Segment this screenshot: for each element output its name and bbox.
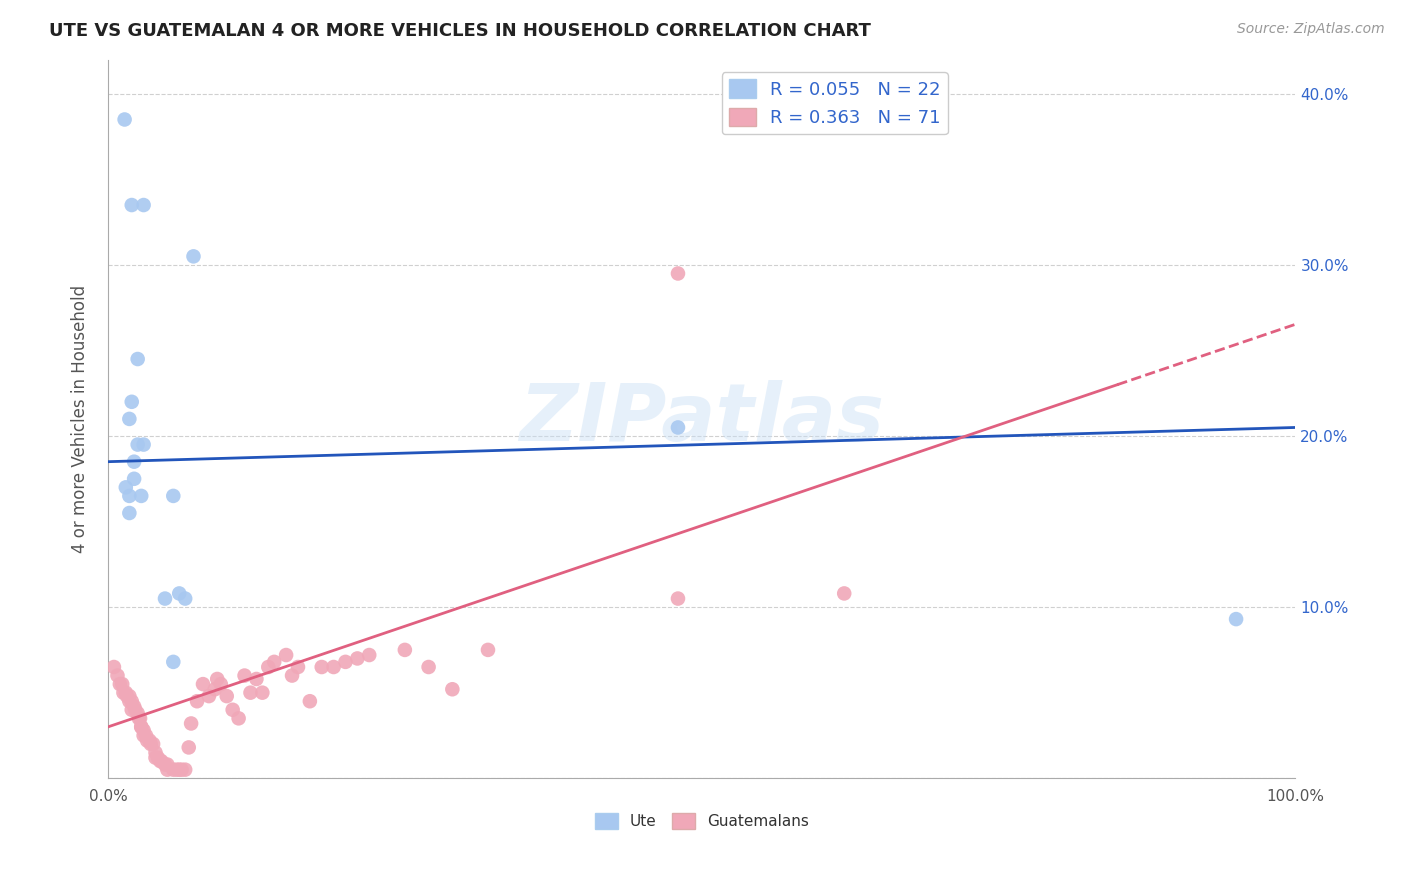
Point <box>666 591 689 606</box>
Point <box>239 686 262 700</box>
Point <box>174 591 197 606</box>
Point <box>162 763 184 777</box>
Point <box>128 711 150 725</box>
Point <box>167 763 190 777</box>
Legend: Ute, Guatemalans: Ute, Guatemalans <box>589 807 815 835</box>
Point <box>129 489 152 503</box>
Point <box>1225 612 1247 626</box>
Point <box>298 694 321 708</box>
Text: ZIPatlas: ZIPatlas <box>519 380 884 458</box>
Point <box>418 660 440 674</box>
Point <box>108 677 131 691</box>
Point <box>146 750 169 764</box>
Point <box>127 351 149 366</box>
Point <box>136 733 159 747</box>
Point <box>162 655 184 669</box>
Point <box>118 694 141 708</box>
Point <box>122 472 145 486</box>
Point <box>191 677 214 691</box>
Point <box>221 703 243 717</box>
Point <box>281 668 304 682</box>
Point <box>346 651 368 665</box>
Point <box>233 668 256 682</box>
Point <box>114 112 136 127</box>
Point <box>124 703 146 717</box>
Point <box>139 737 162 751</box>
Point <box>177 740 200 755</box>
Point <box>153 591 176 606</box>
Point <box>121 394 143 409</box>
Point <box>142 737 165 751</box>
Point <box>186 694 208 708</box>
Point <box>359 648 381 662</box>
Point <box>145 746 167 760</box>
Point <box>118 506 141 520</box>
Point <box>127 437 149 451</box>
Point <box>166 763 188 777</box>
Point <box>115 689 138 703</box>
Point <box>666 420 689 434</box>
Point <box>129 711 152 725</box>
Point <box>394 643 416 657</box>
Point <box>263 655 285 669</box>
Point <box>122 455 145 469</box>
Point <box>832 586 855 600</box>
Point <box>335 655 357 669</box>
Point <box>170 763 193 777</box>
Point <box>180 716 202 731</box>
Point <box>441 682 464 697</box>
Point <box>129 720 152 734</box>
Point <box>167 586 190 600</box>
Point <box>132 198 155 212</box>
Point <box>150 754 173 768</box>
Point <box>252 686 274 700</box>
Point <box>156 757 179 772</box>
Point <box>666 267 689 281</box>
Point <box>107 668 129 682</box>
Point <box>121 703 143 717</box>
Point <box>149 754 172 768</box>
Point <box>114 686 136 700</box>
Text: UTE VS GUATEMALAN 4 OR MORE VEHICLES IN HOUSEHOLD CORRELATION CHART: UTE VS GUATEMALAN 4 OR MORE VEHICLES IN … <box>49 22 872 40</box>
Y-axis label: 4 or more Vehicles in Household: 4 or more Vehicles in Household <box>72 285 89 553</box>
Point <box>121 694 143 708</box>
Point <box>122 699 145 714</box>
Point <box>207 672 229 686</box>
Point <box>135 728 157 742</box>
Point <box>287 660 309 674</box>
Point <box>245 672 267 686</box>
Point <box>215 689 238 703</box>
Point <box>156 763 179 777</box>
Point <box>145 750 167 764</box>
Point <box>132 437 155 451</box>
Point <box>209 677 232 691</box>
Point <box>311 660 333 674</box>
Point <box>121 198 143 212</box>
Point <box>274 648 297 662</box>
Point <box>183 249 205 263</box>
Point <box>118 689 141 703</box>
Point <box>477 643 499 657</box>
Point <box>127 706 149 721</box>
Point <box>132 723 155 738</box>
Point <box>132 728 155 742</box>
Point <box>153 757 176 772</box>
Point <box>129 720 152 734</box>
Point <box>118 412 141 426</box>
Point <box>257 660 280 674</box>
Point <box>198 689 221 703</box>
Point <box>162 489 184 503</box>
Point <box>228 711 250 725</box>
Point <box>112 686 135 700</box>
Point <box>118 489 141 503</box>
Point <box>322 660 344 674</box>
Point <box>138 733 160 747</box>
Point <box>174 763 197 777</box>
Point <box>114 480 136 494</box>
Text: Source: ZipAtlas.com: Source: ZipAtlas.com <box>1237 22 1385 37</box>
Point <box>103 660 125 674</box>
Point <box>204 682 226 697</box>
Point <box>111 677 134 691</box>
